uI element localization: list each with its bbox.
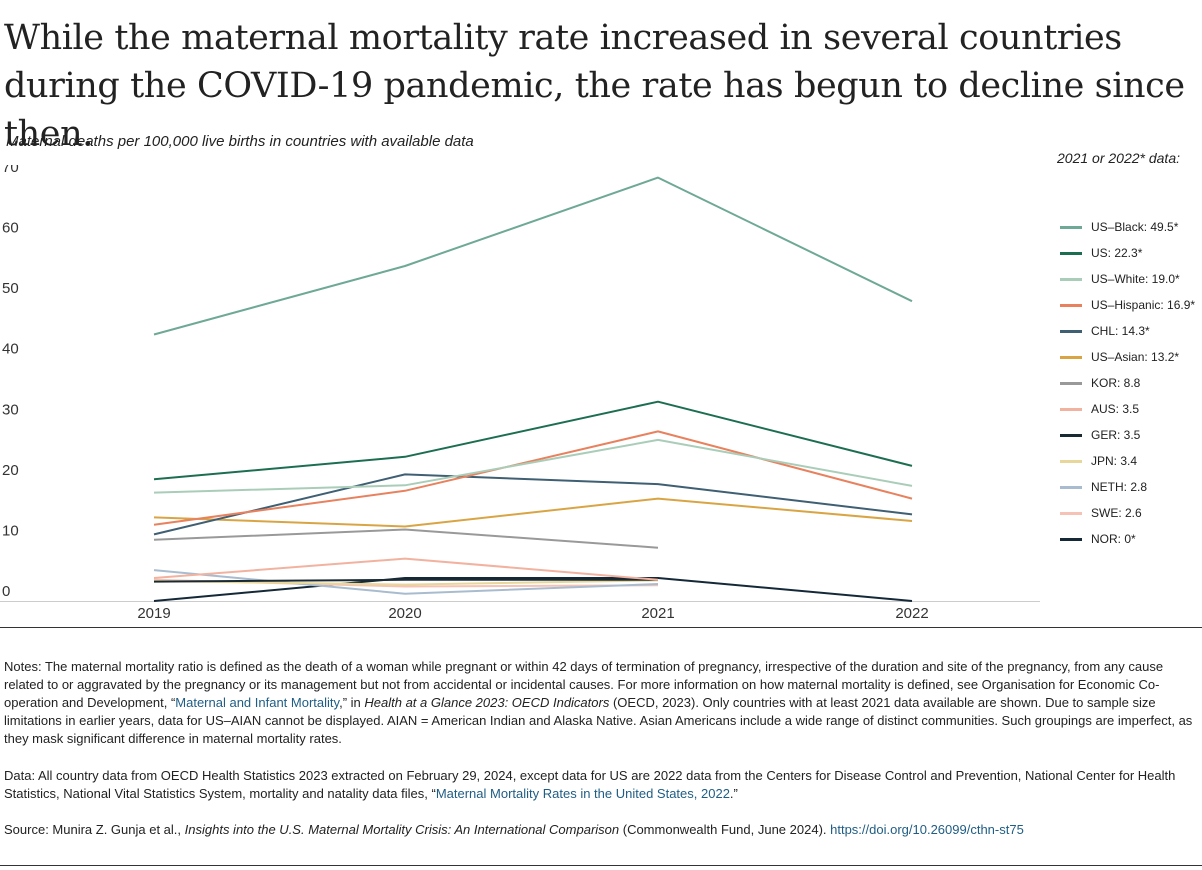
x-tick-label: 2022 xyxy=(895,605,928,622)
legend-item: GER: 3.5 xyxy=(1060,428,1200,443)
legend-item: SWE: 2.6 xyxy=(1060,506,1200,521)
legend-item: KOR: 8.8 xyxy=(1060,376,1200,391)
y-tick-label: 30 xyxy=(2,401,19,418)
legend-swatch xyxy=(1060,356,1082,359)
series-line-us-black xyxy=(153,176,913,336)
source-note: Source: Munira Z. Gunja et al., Insights… xyxy=(4,822,1024,837)
y-axis: 0 10 20 30 40 50 60 70 xyxy=(0,165,1040,602)
series-line-us-white xyxy=(153,438,913,494)
link-maternal-mortality-rates[interactable]: Maternal Mortality Rates in the United S… xyxy=(435,786,730,801)
legend-label: US–Hispanic: 16.9* xyxy=(1091,298,1196,312)
legend-label: SWE: 2.6 xyxy=(1091,506,1142,520)
legend-swatch xyxy=(1060,278,1082,281)
legend-item: NOR: 0* xyxy=(1060,532,1200,547)
series-lines xyxy=(153,176,913,602)
y-tick-label: 0 xyxy=(2,583,10,600)
y-tick-label: 70 xyxy=(2,165,19,176)
y-tick-label: 20 xyxy=(2,462,19,479)
series-line-nor xyxy=(153,577,913,602)
legend-label: US–White: 19.0* xyxy=(1091,272,1180,286)
x-tick-label: 2020 xyxy=(388,605,421,622)
x-tick-label: 2019 xyxy=(137,605,170,622)
legend-item: JPN: 3.4 xyxy=(1060,454,1200,469)
legend-swatch xyxy=(1060,460,1082,463)
legend: US–Black: 49.5* US: 22.3* US–White: 19.0* U… xyxy=(1060,220,1200,558)
link-doi[interactable]: https://doi.org/10.26099/cthn-st75 xyxy=(830,822,1024,837)
legend-item: NETH: 2.8 xyxy=(1060,480,1200,495)
legend-label: NETH: 2.8 xyxy=(1091,480,1148,494)
x-axis: 2019 2020 2021 2022 xyxy=(137,605,928,622)
series-line-us-asian xyxy=(153,497,913,528)
legend-title: 2021 or 2022* data: xyxy=(1057,150,1180,166)
series-line-aus xyxy=(153,557,659,581)
legend-item: US–White: 19.0* xyxy=(1060,272,1200,287)
legend-label: NOR: 0* xyxy=(1091,532,1136,546)
legend-swatch xyxy=(1060,226,1082,229)
y-tick-label: 50 xyxy=(2,280,19,297)
legend-swatch xyxy=(1060,304,1082,307)
y-tick-label: 60 xyxy=(2,220,19,237)
legend-item: US–Hispanic: 16.9* xyxy=(1060,298,1200,313)
legend-swatch xyxy=(1060,382,1082,385)
series-line-neth xyxy=(153,569,659,595)
data-note: Data: All country data from OECD Health … xyxy=(4,768,1176,801)
line-chart: 0 10 20 30 40 50 60 70 2019 2020 2021 2022 xyxy=(0,165,1040,622)
series-line-jpn xyxy=(153,579,659,586)
legend-item: US–Asian: 13.2* xyxy=(1060,350,1200,365)
series-line-kor xyxy=(153,528,659,549)
legend-label: KOR: 8.8 xyxy=(1091,376,1141,390)
chart-subtitle: Maternal deaths per 100,000 live births … xyxy=(6,133,474,150)
y-tick-label: 40 xyxy=(2,341,19,358)
divider-bottom xyxy=(0,865,1202,866)
legend-swatch xyxy=(1060,434,1082,437)
legend-label: AUS: 3.5 xyxy=(1091,402,1140,416)
legend-swatch xyxy=(1060,486,1082,489)
legend-label: US–Asian: 13.2* xyxy=(1091,350,1180,364)
legend-label: JPN: 3.4 xyxy=(1091,454,1138,468)
legend-swatch xyxy=(1060,512,1082,515)
legend-swatch xyxy=(1060,408,1082,411)
legend-item: AUS: 3.5 xyxy=(1060,402,1200,417)
legend-label: CHL: 14.3* xyxy=(1091,324,1150,338)
legend-item: US: 22.3* xyxy=(1060,246,1200,261)
series-line-ger xyxy=(153,578,658,583)
legend-swatch xyxy=(1060,538,1082,541)
legend-swatch xyxy=(1060,330,1082,333)
legend-item: US–Black: 49.5* xyxy=(1060,220,1200,235)
divider-top xyxy=(0,627,1202,628)
series-line-us-hispanic xyxy=(153,430,913,526)
chart-title: While the maternal mortality rate increa… xyxy=(4,18,1185,154)
link-maternal-infant-mortality[interactable]: Maternal and Infant Mortality xyxy=(175,695,340,710)
series-line-chl xyxy=(153,473,913,536)
y-tick-label: 10 xyxy=(2,522,19,539)
x-tick-label: 2021 xyxy=(641,605,674,622)
legend-label: GER: 3.5 xyxy=(1091,428,1141,442)
legend-item: CHL: 14.3* xyxy=(1060,324,1200,339)
legend-label: US–Black: 49.5* xyxy=(1091,220,1179,234)
series-line-us xyxy=(153,400,913,481)
legend-label: US: 22.3* xyxy=(1091,246,1143,260)
legend-swatch xyxy=(1060,252,1082,255)
notes-text: Notes: The maternal mortality ratio is d… xyxy=(4,659,1193,746)
